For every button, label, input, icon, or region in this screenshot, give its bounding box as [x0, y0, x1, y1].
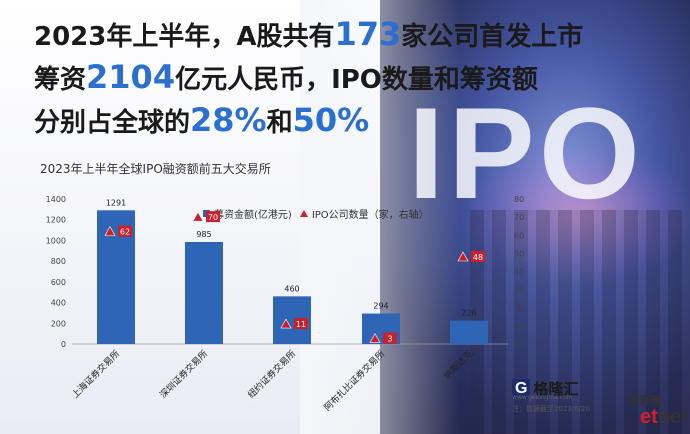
y-tick-label-left: 0 — [61, 340, 66, 349]
ipo-count-label: 3 — [387, 335, 392, 344]
headline-text: 亿元人民币，IPO数量和筹资额 — [175, 65, 538, 95]
x-tick-label: 上海证券交易所 — [69, 348, 122, 401]
headline: 2023年上半年，A股共有173家公司首发上市 筹资2104亿元人民币，IPO数… — [34, 14, 634, 143]
bar-value-label: 985 — [196, 230, 211, 239]
headline-line-1: 2023年上半年，A股共有173家公司首发上市 — [34, 14, 634, 57]
watermark-net: net — [657, 406, 688, 428]
y-tick-label-right: 40 — [514, 268, 524, 277]
headline-text: 分别占全球的 — [34, 108, 191, 138]
headline-line-3: 分别占全球的28%和50% — [34, 100, 634, 143]
legend-bar-label: 募资金额(亿港元) — [214, 210, 292, 221]
legend-marker-swatch — [299, 210, 308, 217]
source-note: 注：数据截至2023/6/20 — [512, 405, 590, 413]
chart-title: 2023年上半年全球IPO融资额前五大交易所 — [40, 162, 271, 176]
ipo-count-marker — [457, 251, 469, 262]
ipo-count-label-box — [294, 318, 308, 330]
y-tick-label-right: 20 — [514, 304, 524, 313]
y-tick-label-left: 400 — [51, 299, 66, 308]
logo-url: www.gelonghui.com — [512, 394, 573, 401]
y-tick-label-right: 0 — [514, 340, 519, 349]
y-tick-label-right: 10 — [514, 322, 524, 331]
ipo-count-marker — [369, 332, 381, 343]
headline-text: 和 — [266, 108, 293, 138]
x-tick-label: 纳斯达克 — [441, 348, 475, 382]
background-fade — [300, 0, 460, 434]
y-tick-label-left: 200 — [51, 319, 66, 328]
y-tick-label-right: 30 — [514, 286, 524, 295]
y-tick-label-left: 800 — [51, 257, 66, 266]
logo-mark: G — [512, 378, 531, 399]
background-glow — [470, 150, 690, 280]
logo: G 格隆汇 — [512, 378, 578, 399]
legend-marker-label: IPO公司数量（家，右轴） — [311, 210, 429, 221]
x-tick-label: 深圳证券交易所 — [157, 348, 210, 401]
watermark-etnet: etnet — [640, 406, 688, 429]
y-tick-label-right: 60 — [514, 231, 524, 240]
headline-text: 筹资 — [34, 65, 87, 95]
ipo-count-marker — [192, 211, 204, 222]
headline-number: 50% — [292, 101, 370, 139]
y-tick-label-left: 1200 — [46, 216, 66, 225]
ipo-count-label-box — [383, 332, 397, 344]
y-tick-label-left: 600 — [51, 278, 66, 287]
bar-value-label: 460 — [284, 284, 299, 293]
x-tick-label: 阿布扎比证券交易所 — [321, 348, 387, 414]
ipo-count-label-box — [206, 211, 220, 223]
y-tick-label-right: 70 — [514, 213, 524, 222]
bar-value-label: 294 — [373, 302, 388, 311]
headline-text: 2023年上半年，A股共有 — [34, 22, 335, 52]
ipo-count-label: 62 — [120, 228, 130, 237]
headline-number: 2104 — [86, 58, 176, 96]
ipo-background-text: IPO — [408, 80, 644, 226]
headline-number: 28% — [190, 101, 267, 139]
headline-text: 家公司首发上市 — [401, 22, 584, 52]
y-tick-label-right: 80 — [514, 195, 524, 204]
watermark-et: et — [640, 406, 658, 428]
logo-name: 格隆汇 — [533, 380, 579, 398]
bar-value-label: 1291 — [106, 198, 126, 207]
ipo-count-label: 70 — [208, 213, 218, 222]
x-tick-label: 纽约证券交易所 — [245, 348, 298, 401]
bar — [185, 241, 223, 344]
ipo-count-label-box — [118, 225, 132, 237]
headline-line-2: 筹资2104亿元人民币，IPO数量和筹资额 — [34, 57, 634, 100]
bar-value-label: 226 — [461, 309, 476, 318]
background-city — [470, 210, 690, 434]
ipo-count-label-box — [471, 251, 485, 262]
ipo-count-marker — [280, 318, 292, 329]
y-tick-label-left: 1400 — [46, 195, 66, 204]
y-tick-label-left: 1000 — [46, 236, 66, 245]
ipo-count-marker — [104, 226, 116, 236]
ipo-count-label: 11 — [296, 320, 306, 329]
headline-number: 173 — [334, 15, 402, 53]
ipo-count-label: 48 — [473, 253, 483, 262]
watermark-jjt: 经济通 — [628, 394, 661, 407]
bar — [450, 320, 488, 344]
y-tick-label-right: 50 — [514, 249, 524, 258]
